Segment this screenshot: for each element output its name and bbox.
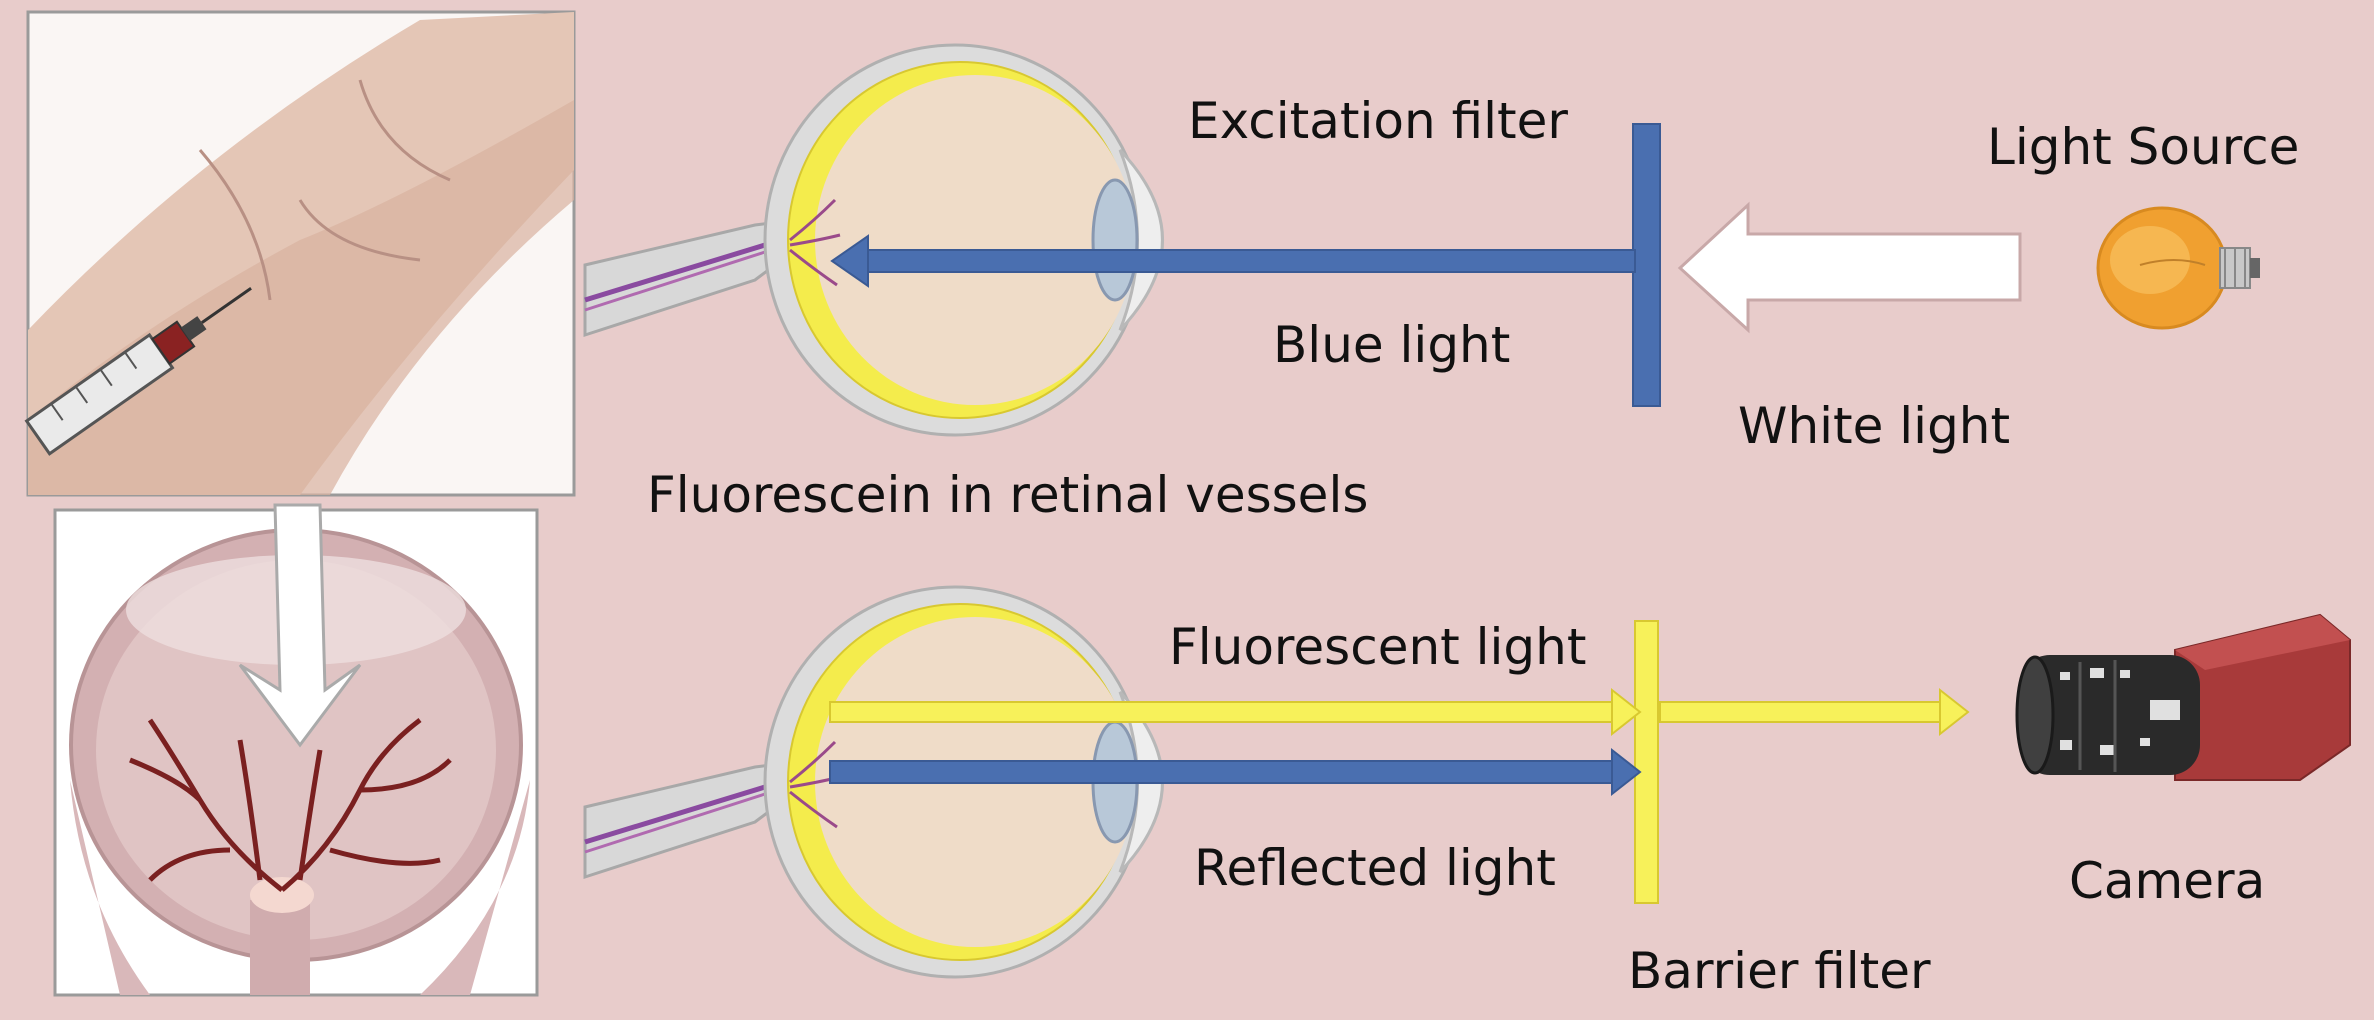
white-light-label: White light [1738,397,2011,455]
excitation-filter-label: Excitation filter [1188,92,1568,150]
fluorescent-light-label: Fluorescent light [1169,618,1587,676]
barrier-filter-label: Barrier filter [1628,942,1931,1000]
light-bulb-icon [2096,206,2260,330]
white-light-arrow [1677,201,2022,334]
blue-light-label: Blue light [1273,316,1511,374]
fluorescein-label: Fluorescein in retinal vessels [647,466,1369,524]
excitation-filter-bar [1632,123,1661,407]
retina-vessels-image [53,503,539,997]
reflected-light-label: Reflected light [1194,839,1556,897]
reflected-light-arrow [829,747,1642,797]
camera-label: Camera [2069,852,2266,910]
blue-light-arrow [830,234,1636,288]
barrier-filter-bar [1634,620,1659,904]
camera-icon [2015,613,2351,781]
eye-cross-section-icon [585,45,1163,435]
arm-injection-image [24,10,576,497]
transmitted-light-arrow [1659,687,1970,737]
fluorescent-light-arrow [829,687,1642,737]
light-source-label: Light Source [1987,118,2300,176]
